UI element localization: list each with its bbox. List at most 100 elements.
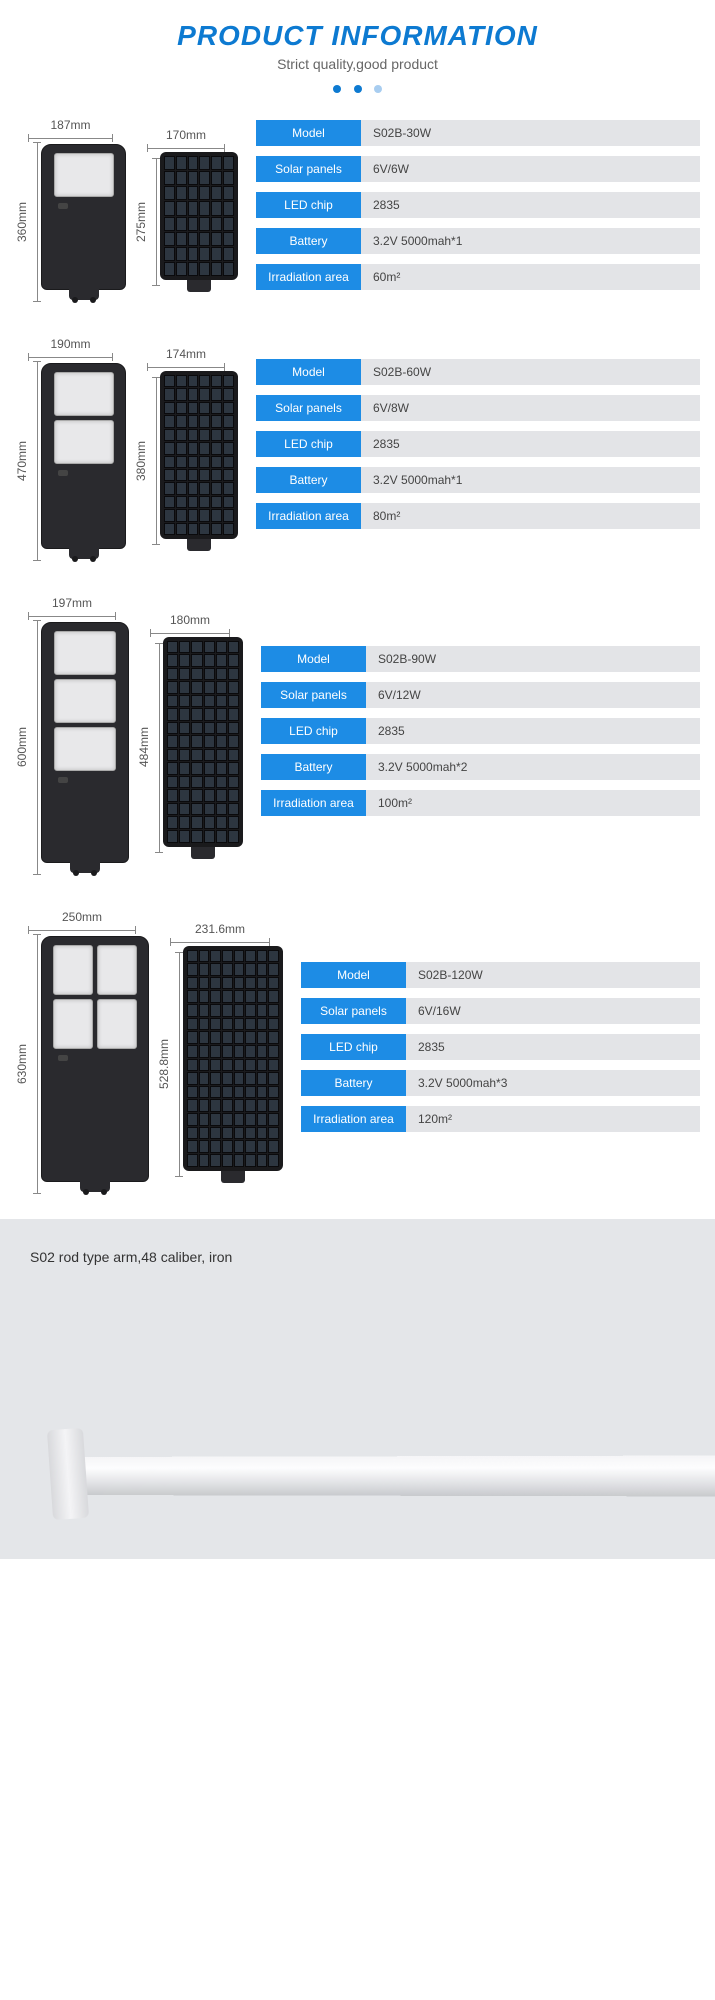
spec-row: ModelS02B-60W — [256, 359, 700, 385]
solar-width-label: 174mm — [147, 347, 225, 361]
solar-column: 174mm380mm — [134, 347, 238, 551]
spec-label: LED chip — [256, 431, 361, 457]
lamp-column: 190mm 470mm — [15, 337, 126, 561]
lamp-image — [41, 936, 149, 1182]
spec-label: Solar panels — [261, 682, 366, 708]
lamp-width-label: 187mm — [28, 118, 113, 132]
dot-icon — [333, 85, 341, 93]
product-block: 187mm 360mm 170mm 275mm ModelS02B-30W Solar p… — [0, 108, 715, 327]
product-block: 190mm470mm174mm380mmModelS02B-60WSolar p… — [0, 327, 715, 586]
rod-arm-section: S02 rod type arm,48 caliber, iron — [0, 1219, 715, 1559]
solar-width-label: 170mm — [147, 128, 225, 142]
page-subtitle: Strict quality,good product — [0, 56, 715, 72]
solar-column: 170mm 275mm — [134, 128, 238, 292]
spec-label: Model — [256, 120, 361, 146]
spec-table: ModelS02B-30W Solar panels6V/6W LED chip28… — [256, 120, 700, 300]
spec-row: Battery3.2V 5000mah*1 — [256, 228, 700, 254]
spec-row: Irradiation area80m² — [256, 503, 700, 529]
spec-value: S02B-90W — [366, 646, 700, 672]
solar-height-label: 528.8mm — [157, 1039, 171, 1089]
spec-value: 6V/6W — [361, 156, 700, 182]
lamp-height-label: 600mm — [15, 727, 29, 767]
lamp-column: 187mm 360mm — [15, 118, 126, 302]
spec-label: Irradiation area — [256, 503, 361, 529]
lamp-image — [41, 622, 129, 863]
spec-row: LED chip2835 — [301, 1034, 700, 1060]
spec-row: Solar panels6V/8W — [256, 395, 700, 421]
decorative-dots — [0, 80, 715, 98]
spec-label: LED chip — [261, 718, 366, 744]
rod-arm-label: S02 rod type arm,48 caliber, iron — [30, 1249, 685, 1265]
spec-label: Solar panels — [301, 998, 406, 1024]
dot-icon — [354, 85, 362, 93]
product-block: 197mm600mm180mm484mmModelS02B-90WSolar p… — [0, 586, 715, 900]
spec-row: ModelS02B-30W — [256, 120, 700, 146]
lamp-height-label: 360mm — [15, 202, 29, 242]
spec-value: 80m² — [361, 503, 700, 529]
spec-label: Model — [261, 646, 366, 672]
header: PRODUCT INFORMATION Strict quality,good … — [0, 0, 715, 108]
spec-row: Irradiation area60m² — [256, 264, 700, 290]
spec-table: ModelS02B-120WSolar panels6V/16WLED chip… — [301, 962, 700, 1142]
solar-width-label: 231.6mm — [170, 922, 270, 936]
spec-row: Irradiation area120m² — [301, 1106, 700, 1132]
spec-table: ModelS02B-60WSolar panels6V/8WLED chip28… — [256, 359, 700, 539]
lamp-column: 197mm 600mm — [15, 596, 129, 875]
spec-label: Model — [301, 962, 406, 988]
solar-height-label: 484mm — [137, 727, 151, 767]
spec-label: Irradiation area — [256, 264, 361, 290]
spec-value: S02B-60W — [361, 359, 700, 385]
spec-row: Battery3.2V 5000mah*1 — [256, 467, 700, 493]
lamp-width-label: 250mm — [28, 910, 136, 924]
spec-value: 3.2V 5000mah*1 — [361, 467, 700, 493]
spec-label: Irradiation area — [261, 790, 366, 816]
solar-panel-image — [183, 946, 283, 1171]
spec-row: LED chip2835 — [256, 431, 700, 457]
product-block: 250mm630mm231.6mm528.8mmModelS02B-120WSo… — [0, 900, 715, 1219]
spec-row: LED chip2835 — [256, 192, 700, 218]
lamp-width-label: 197mm — [28, 596, 116, 610]
spec-table: ModelS02B-90WSolar panels6V/12WLED chip2… — [261, 646, 700, 826]
spec-label: Battery — [301, 1070, 406, 1096]
spec-value: 2835 — [361, 431, 700, 457]
spec-value: S02B-120W — [406, 962, 700, 988]
spec-value: 6V/12W — [366, 682, 700, 708]
solar-panel-image — [163, 637, 243, 847]
spec-label: LED chip — [256, 192, 361, 218]
solar-column: 231.6mm 528.8mm — [157, 922, 283, 1183]
spec-row: Irradiation area100m² — [261, 790, 700, 816]
solar-width-label: 180mm — [150, 613, 230, 627]
dot-icon — [374, 85, 382, 93]
spec-row: Battery3.2V 5000mah*3 — [301, 1070, 700, 1096]
page-title: PRODUCT INFORMATION — [0, 20, 715, 52]
spec-label: Irradiation area — [301, 1106, 406, 1132]
spec-row: Solar panels6V/6W — [256, 156, 700, 182]
rod-arm-image — [60, 1439, 715, 1499]
spec-value: 2835 — [366, 718, 700, 744]
spec-row: ModelS02B-120W — [301, 962, 700, 988]
lamp-column: 250mm 630mm — [15, 910, 149, 1194]
spec-value: 2835 — [361, 192, 700, 218]
spec-label: Battery — [256, 467, 361, 493]
spec-value: 3.2V 5000mah*1 — [361, 228, 700, 254]
lamp-width-label: 190mm — [28, 337, 113, 351]
spec-value: 3.2V 5000mah*3 — [406, 1070, 700, 1096]
solar-height-label: 275mm — [134, 202, 148, 242]
lamp-image — [41, 144, 126, 290]
spec-value: 100m² — [366, 790, 700, 816]
lamp-height-label: 470mm — [15, 441, 29, 481]
solar-panel-image — [160, 371, 238, 539]
spec-value: 6V/16W — [406, 998, 700, 1024]
spec-value: 60m² — [361, 264, 700, 290]
spec-label: Model — [256, 359, 361, 385]
spec-row: LED chip2835 — [261, 718, 700, 744]
spec-value: 120m² — [406, 1106, 700, 1132]
spec-value: 6V/8W — [361, 395, 700, 421]
spec-value: 3.2V 5000mah*2 — [366, 754, 700, 780]
solar-column: 180mm 484mm — [137, 613, 243, 859]
spec-label: Solar panels — [256, 395, 361, 421]
spec-row: Solar panels6V/12W — [261, 682, 700, 708]
solar-panel-image — [160, 152, 238, 280]
lamp-height-label: 630mm — [15, 1044, 29, 1084]
spec-value: S02B-30W — [361, 120, 700, 146]
